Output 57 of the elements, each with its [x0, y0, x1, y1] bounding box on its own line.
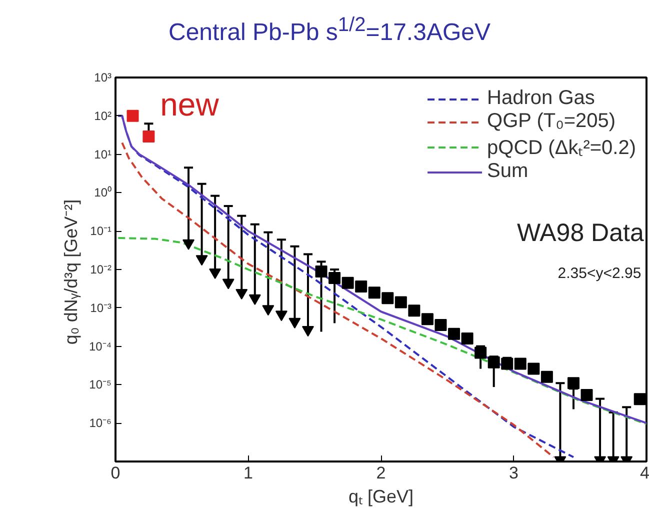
x-tick-label: 4	[640, 464, 649, 482]
point	[248, 294, 261, 305]
point	[236, 288, 248, 300]
y-tick-label: 10⁻⁶	[89, 416, 112, 430]
point	[382, 292, 394, 304]
point	[209, 268, 222, 280]
point	[355, 280, 368, 293]
point	[394, 296, 407, 308]
legend-label: Hadron Gas	[487, 87, 595, 110]
point	[634, 393, 646, 406]
point	[302, 326, 314, 337]
x-tick-label: 2	[376, 464, 386, 482]
point	[567, 377, 580, 390]
point	[222, 278, 234, 290]
legend-label: Sum	[487, 160, 528, 183]
x-tick-label: 0	[110, 464, 120, 482]
point	[461, 332, 474, 344]
point	[540, 370, 553, 383]
y-tick-label: 10³	[94, 70, 112, 84]
y-tick-label: 10⁻⁵	[89, 378, 112, 392]
line-series	[117, 114, 646, 424]
y-tick-label: 10¹	[94, 147, 112, 162]
point	[421, 313, 434, 326]
point	[182, 239, 195, 250]
point	[448, 328, 460, 340]
point	[488, 356, 500, 368]
point	[528, 362, 540, 375]
point	[514, 358, 526, 370]
y-axis-title: q₀ dNᵧ/d³q [GeV⁻²]	[60, 199, 81, 345]
point	[580, 388, 593, 401]
y-tick-label: 10⁻³	[90, 300, 112, 315]
y-tick-label: 10²	[94, 108, 112, 123]
x-tick-label: 3	[509, 464, 518, 482]
point	[196, 255, 208, 266]
point	[315, 265, 328, 278]
x-axis-title: qₜ [GeV]	[348, 486, 414, 506]
legend-label: pQCD (Δkₜ²=0.2)	[487, 136, 636, 160]
point	[408, 304, 420, 317]
point	[328, 272, 341, 284]
chart-title: Central Pb-Pb s$^{1/2}$=17.3AGeV	[168, 13, 490, 48]
y-tick-label: 10⁻²	[90, 262, 112, 276]
point	[474, 346, 487, 359]
point	[342, 276, 354, 289]
y-tick-label: 10⁰	[94, 186, 112, 200]
legend-label: QGP (T₀=205)	[487, 110, 616, 133]
point	[262, 305, 274, 316]
y-tick-label: 10⁻¹	[90, 224, 112, 238]
point	[368, 286, 380, 299]
annotation: 2.35<y<2.95	[558, 264, 642, 282]
y-tick-label: 10⁻⁴	[88, 339, 112, 354]
point	[434, 318, 447, 331]
point	[501, 358, 514, 370]
point	[275, 310, 288, 322]
annotation: new	[160, 86, 220, 122]
annotation: WA98 Data	[516, 219, 644, 248]
point	[288, 318, 301, 328]
x-tick-label: 1	[244, 464, 253, 482]
